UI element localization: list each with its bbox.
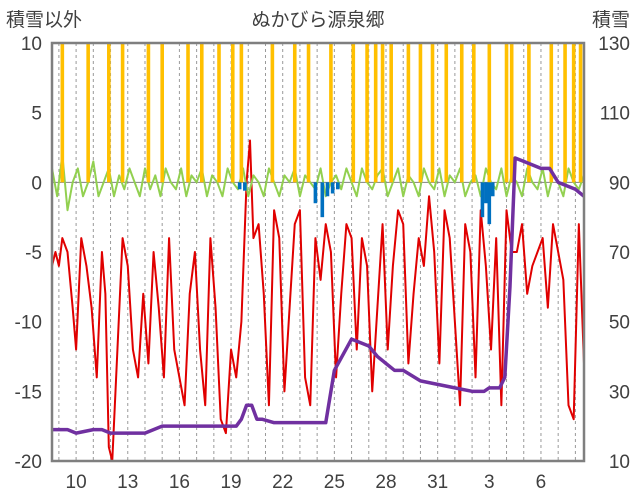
bar-2-23 [444,43,449,183]
bar-2-20 [406,43,411,183]
x-tick-label: 19 [220,472,241,493]
bar-2-9 [230,43,235,183]
bar-2-30 [549,43,554,183]
bar-2-17 [373,43,378,183]
bar-2-26 [487,43,492,183]
bar-2-12 [292,43,297,183]
bar-2-27 [504,43,509,183]
bar-3-6 [335,182,340,190]
y-left-tick-label: -15 [15,382,42,403]
y-right-axis-label: 積雪 [592,9,630,31]
y-left-tick-label: 0 [31,173,42,194]
bar-2-33 [578,43,583,183]
series-line-0 [51,139,585,462]
x-tick-label: 25 [324,472,345,493]
bar-2-29 [527,43,531,183]
y-left-tick-label: 10 [21,34,42,55]
y-left-tick-label: -5 [25,243,42,264]
plot-border [50,41,586,463]
bar-2-15 [351,43,356,183]
y-right-tick-label: 110 [600,104,630,125]
y-left-axis-label: 積雪以外 [6,9,82,31]
bar-2-21 [418,43,423,183]
bar-2-3 [120,43,125,183]
bar-2-7 [199,43,204,183]
x-tick-label: 28 [375,472,396,493]
bar-2-32 [571,43,576,183]
bar-2-14 [329,43,333,183]
x-tick-label: 13 [117,472,138,493]
bar-3-2 [313,182,318,204]
bar-2-31 [563,43,567,183]
bar-3-8 [484,182,488,204]
x-tick-label: 16 [169,472,190,493]
bar-3-7 [480,182,485,218]
series-line-1 [51,153,585,212]
bar-2-10 [239,43,244,183]
bar-2-2 [107,43,111,183]
y-right-tick-label: 70 [609,243,630,264]
y-right-tick-label: 90 [609,173,630,194]
x-tick-label: 10 [66,472,87,493]
bar-3-4 [325,182,330,197]
bar-2-11 [270,43,275,183]
chart-title: ぬかびら源泉郷 [251,9,384,31]
bar-2-5 [160,43,164,183]
y-left-tick-label: 5 [31,104,42,125]
bar-2-24 [459,43,464,183]
bar-2-8 [217,43,221,183]
bar-3-5 [330,182,335,194]
bar-2-4 [146,43,151,183]
bar-2-18 [380,43,385,183]
y-left-tick-label: -10 [15,313,42,334]
bar-2-16 [365,43,369,183]
bar-2-6 [186,43,190,183]
bar-2-13 [306,43,311,183]
bar-2-19 [389,43,393,183]
bar-2-28 [509,43,514,183]
bar-3-10 [490,182,495,197]
x-tick-label: 6 [536,472,547,493]
bar-3-3 [320,182,325,218]
x-tick-label: 22 [272,472,293,493]
bar-3-0 [237,182,242,190]
bar-3-1 [243,182,247,191]
y-left-tick-label: -20 [15,452,42,473]
y-right-tick-label: 10 [609,452,630,473]
y-right-tick-label: 130 [598,34,630,55]
bar-2-25 [472,43,476,183]
x-tick-label: 31 [427,472,448,493]
x-tick-label: 3 [484,472,495,493]
y-right-tick-label: 50 [609,313,630,334]
bar-2-0 [60,43,65,183]
series-line-4 [52,156,586,435]
bar-2-22 [430,43,435,183]
y-right-tick-label: 30 [609,382,630,403]
bar-3-9 [487,182,492,225]
bar-2-1 [86,43,90,183]
